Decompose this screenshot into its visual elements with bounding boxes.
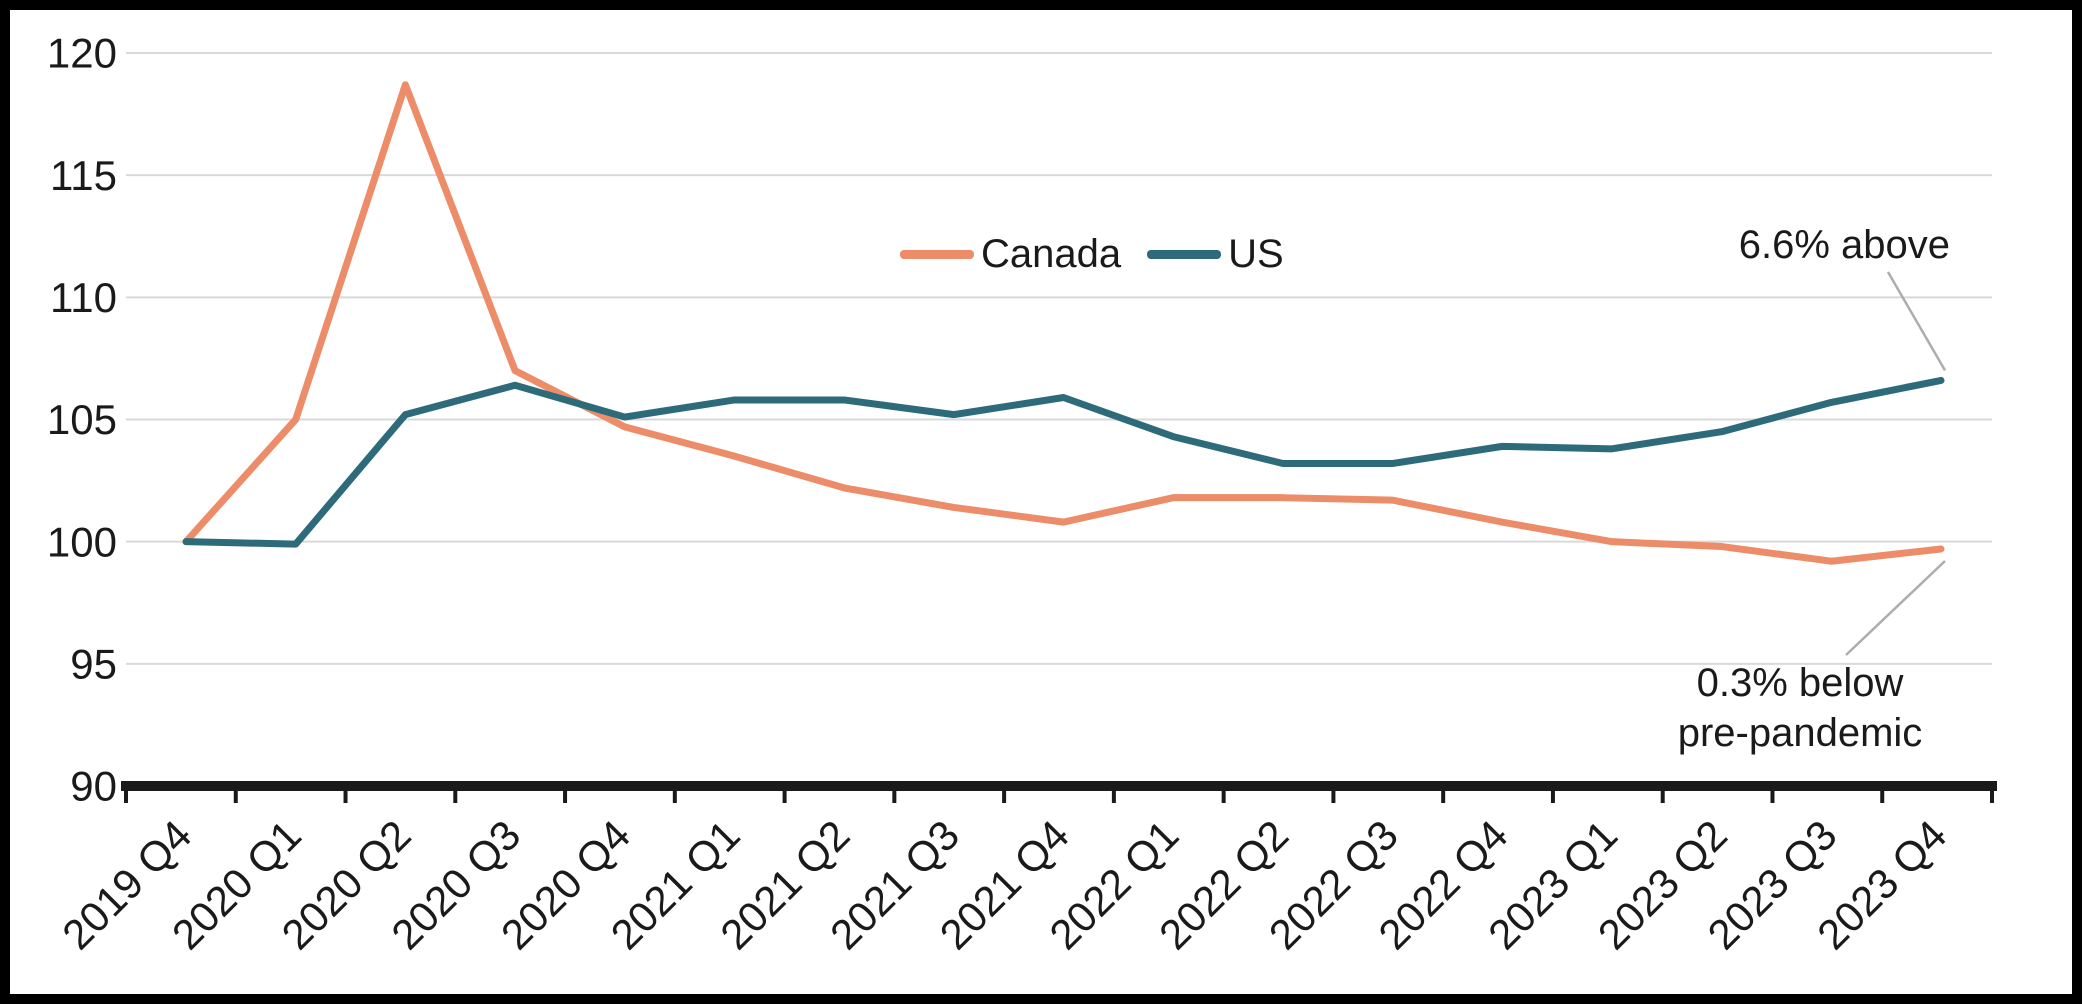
annotation-canada-below: 0.3% below pre-pandemic [1677,661,1923,755]
legend-label-canada: Canada [981,232,1122,276]
svg-text:100: 100 [47,518,117,565]
svg-text:105: 105 [47,396,117,443]
legend-item-us: US [1147,232,1284,277]
svg-text:120: 120 [47,30,117,77]
annotation-us-above: 6.6% above [1738,223,1950,267]
svg-text:115: 115 [50,152,117,199]
legend-label-us: US [1228,232,1284,276]
chart-area: 90 95 100 105 110 115 120 2019 Q4 2020 Q1 2020 Q2… [10,10,2072,994]
svg-text:95: 95 [70,641,117,688]
svg-text:90: 90 [70,763,117,810]
svg-text:110: 110 [50,274,117,321]
canada-line-swatch [900,250,974,259]
us-line-swatch [1147,250,1222,259]
legend-item-canada: Canada [900,232,1121,277]
legend: Canada US [900,232,1284,277]
